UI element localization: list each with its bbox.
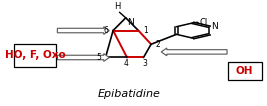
Text: 1: 1	[143, 26, 148, 35]
Text: N: N	[211, 22, 218, 31]
Polygon shape	[161, 48, 227, 56]
Text: Epibatidine: Epibatidine	[98, 89, 161, 99]
FancyBboxPatch shape	[14, 44, 56, 67]
Polygon shape	[57, 27, 109, 34]
Text: Cl: Cl	[200, 18, 208, 27]
Text: 6: 6	[104, 26, 109, 35]
Text: 5: 5	[96, 53, 101, 62]
Text: OH: OH	[236, 66, 253, 76]
Text: 2: 2	[156, 40, 160, 49]
Text: 3: 3	[142, 59, 147, 68]
Text: H: H	[114, 2, 121, 11]
Text: N: N	[127, 18, 134, 27]
Text: HO, F, Oxo: HO, F, Oxo	[5, 50, 65, 60]
Polygon shape	[57, 54, 109, 61]
FancyBboxPatch shape	[227, 62, 262, 80]
Text: 4: 4	[123, 59, 128, 68]
